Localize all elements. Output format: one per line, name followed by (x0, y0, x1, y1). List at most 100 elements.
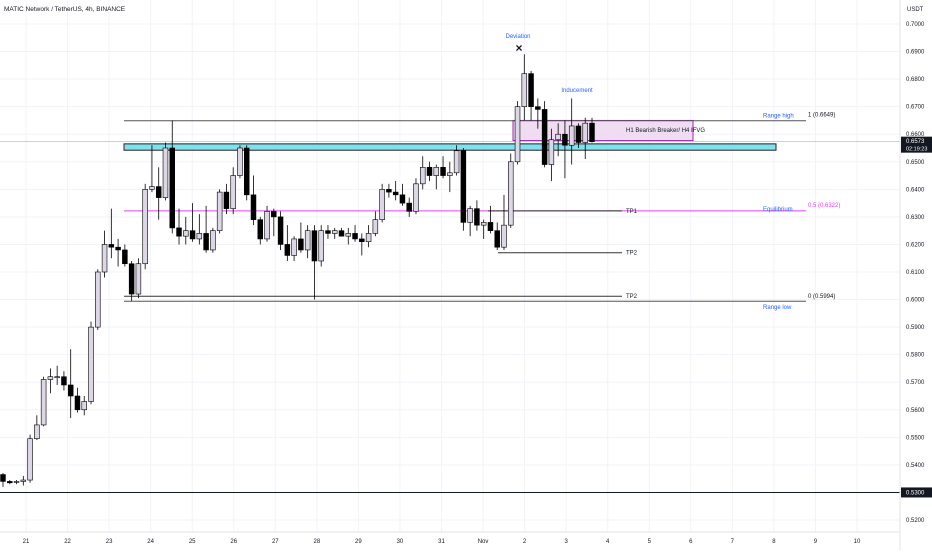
candle[interactable] (474, 200, 480, 231)
candle[interactable] (101, 230, 108, 278)
candle[interactable] (494, 222, 500, 250)
candle[interactable] (440, 156, 446, 179)
candle[interactable] (277, 211, 284, 250)
candle[interactable] (54, 365, 60, 385)
candle[interactable] (480, 219, 487, 239)
candle[interactable] (541, 101, 548, 168)
candle[interactable] (176, 208, 182, 245)
candle[interactable] (304, 225, 311, 259)
candle[interactable] (169, 120, 175, 234)
candle[interactable] (318, 225, 324, 267)
candle[interactable] (535, 98, 541, 129)
candle[interactable] (0, 473, 6, 487)
candle[interactable] (237, 145, 243, 179)
candle[interactable] (27, 434, 33, 483)
candle[interactable] (331, 227, 338, 239)
candle[interactable] (155, 167, 162, 220)
candle[interactable] (183, 216, 189, 245)
candle[interactable] (88, 321, 94, 405)
candle[interactable] (501, 194, 507, 250)
candle[interactable] (81, 396, 87, 416)
candle[interactable] (568, 98, 575, 165)
candle[interactable] (359, 233, 365, 256)
candle[interactable] (34, 415, 40, 441)
candle-body (74, 395, 81, 411)
candle-body (413, 183, 419, 212)
candle[interactable] (426, 161, 433, 182)
candle-body (562, 133, 568, 146)
candle[interactable] (230, 167, 236, 215)
candle[interactable] (582, 117, 588, 160)
candle[interactable] (223, 183, 230, 215)
candle[interactable] (210, 227, 216, 253)
candle[interactable] (20, 475, 27, 486)
candle[interactable] (7, 480, 13, 485)
candle[interactable] (460, 148, 467, 231)
candle[interactable] (589, 117, 595, 143)
candle[interactable] (115, 238, 121, 267)
price-axis[interactable]: USDT 0.7000 0.6900 0.6800 0.6700 0.6600 0.650… (899, 0, 932, 550)
candle[interactable] (216, 189, 223, 234)
candle[interactable] (108, 208, 115, 259)
candle[interactable] (406, 197, 412, 217)
candle[interactable] (514, 101, 521, 165)
candle[interactable] (142, 183, 148, 270)
candle[interactable] (250, 175, 257, 226)
candle-body (372, 219, 379, 234)
demand-zone[interactable] (123, 143, 777, 151)
candle[interactable] (135, 258, 142, 299)
candle-body (88, 326, 94, 402)
candle[interactable] (372, 211, 379, 237)
candle[interactable] (548, 128, 555, 182)
candle[interactable] (61, 371, 67, 391)
candle[interactable] (392, 181, 399, 201)
candle[interactable] (189, 203, 196, 242)
candle[interactable] (74, 387, 81, 413)
candle[interactable] (47, 368, 54, 394)
candle[interactable] (264, 205, 270, 242)
candle[interactable] (575, 123, 582, 148)
candle[interactable] (386, 183, 392, 198)
candle[interactable] (447, 161, 453, 193)
candle[interactable] (325, 225, 331, 239)
candle[interactable] (555, 123, 561, 157)
candle[interactable] (352, 225, 358, 242)
candle[interactable] (338, 227, 345, 237)
candle[interactable] (95, 269, 101, 330)
candle-body (176, 227, 182, 237)
candle-body (81, 401, 87, 411)
candle[interactable] (162, 142, 169, 201)
candle[interactable] (257, 216, 264, 245)
candle[interactable] (453, 145, 460, 176)
candle[interactable] (399, 183, 406, 206)
candle[interactable] (196, 214, 203, 245)
candle[interactable] (487, 205, 494, 234)
candle[interactable] (521, 54, 528, 121)
range-high-label: Range high (763, 114, 794, 120)
candle[interactable] (128, 260, 135, 301)
candle[interactable] (433, 164, 440, 190)
candle[interactable] (13, 480, 20, 485)
candle[interactable] (203, 205, 209, 253)
candle[interactable] (40, 376, 47, 427)
time-axis[interactable]: 21 22 23 24 25 26 27 28 29 30 31 Nov 2 3 4 5 6 7 8 9 10 (0, 531, 900, 545)
candle[interactable] (562, 120, 568, 179)
candle[interactable] (345, 227, 352, 245)
candle[interactable] (67, 349, 74, 419)
candle[interactable] (420, 156, 426, 190)
candle[interactable] (243, 145, 250, 201)
candle[interactable] (379, 183, 385, 223)
candle[interactable] (284, 225, 291, 261)
candle[interactable] (365, 225, 372, 248)
candle[interactable] (271, 208, 277, 237)
candle[interactable] (508, 153, 514, 228)
candle[interactable] (298, 222, 304, 253)
candle[interactable] (291, 236, 297, 261)
candle[interactable] (413, 178, 419, 215)
candle[interactable] (311, 225, 318, 300)
candle[interactable] (467, 205, 473, 237)
candle[interactable] (149, 145, 155, 193)
candle[interactable] (528, 70, 534, 121)
candle[interactable] (122, 244, 128, 267)
